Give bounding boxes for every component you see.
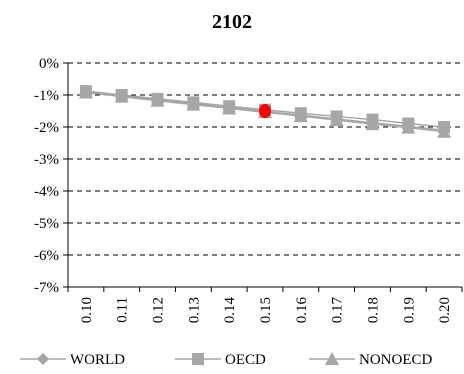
x-tick-label: 0.13 [186, 297, 202, 323]
y-axis-ticks: 0% -1% -2% -3% -4% -5% -6% -7% [34, 56, 68, 296]
highlight-layer [259, 104, 271, 118]
x-tick-label: 0.16 [294, 297, 310, 324]
data-point-nonoecd [329, 112, 344, 126]
x-axis-ticks: 0.10 0.11 0.12 0.13 0.14 0.15 0.16 0.17 0.18 0.19… [67, 287, 463, 324]
data-point-nonoecd [114, 89, 129, 103]
axes [67, 63, 462, 288]
legend-label: OECD [225, 352, 266, 368]
y-tick-label: -4% [34, 184, 59, 200]
y-tick-label: 0% [39, 56, 59, 72]
data-point-nonoecd [222, 101, 237, 115]
data-point-nonoecd [186, 97, 201, 111]
x-tick-label: 0.10 [79, 297, 95, 323]
series-lines [78, 85, 452, 138]
y-tick-label: -2% [34, 120, 59, 136]
data-point-nonoecd [150, 93, 165, 107]
legend-item-world: WORLD [20, 352, 125, 368]
x-tick-label: 0.19 [401, 297, 417, 323]
chart-title: 2102 [212, 11, 252, 33]
x-tick-label: 0.20 [437, 297, 453, 323]
data-point-nonoecd [365, 117, 380, 131]
x-tick-label: 0.12 [151, 297, 167, 323]
legend-item-oecd: OECD [175, 352, 266, 368]
x-tick-label: 0.14 [222, 297, 238, 324]
y-tick-label: -3% [34, 152, 59, 168]
legend-label: WORLD [70, 352, 125, 368]
x-tick-label: 0.17 [330, 297, 346, 324]
y-tick-label: -5% [34, 216, 59, 232]
x-tick-label: 0.11 [115, 297, 131, 323]
legend: WORLD OECD NONOECD [20, 352, 432, 368]
legend-marker [192, 353, 204, 365]
legend-item-nonoecd: NONOECD [309, 352, 432, 368]
y-tick-label: -7% [34, 280, 59, 296]
x-tick-label: 0.18 [365, 297, 381, 323]
highlight-point [259, 104, 271, 118]
data-point-nonoecd [293, 109, 308, 123]
series-nonoecd [78, 85, 452, 138]
x-tick-label: 0.15 [258, 297, 274, 323]
legend-label: NONOECD [359, 352, 432, 368]
y-tick-label: -6% [34, 248, 59, 264]
data-point-nonoecd [401, 120, 416, 134]
legend-marker [325, 352, 339, 365]
data-point-nonoecd [78, 85, 93, 99]
legend-marker [37, 353, 49, 365]
y-tick-label: -1% [34, 88, 59, 104]
data-point-nonoecd [437, 124, 452, 138]
